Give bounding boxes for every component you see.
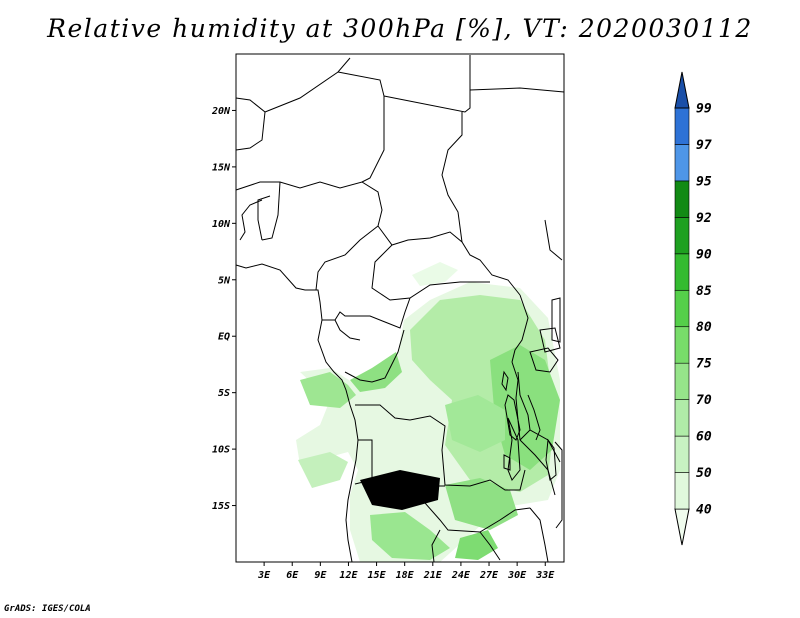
colorbar-swatch — [674, 362, 690, 400]
humidity-area-coast — [350, 352, 402, 392]
lake-victoria — [529, 347, 559, 373]
lat-tick-label: 15S — [212, 501, 230, 512]
colorbar-swatch — [674, 289, 690, 328]
humidity-area-tail — [455, 530, 498, 560]
colorbar-label: 99 — [696, 102, 712, 117]
colorbar: 40 50 60 70 75 80 85 90 92 95 97 99 — [674, 71, 712, 546]
humidity-area-center — [445, 395, 505, 452]
colorbar-swatch — [674, 144, 690, 182]
humidity-area-zambia — [445, 478, 518, 530]
lat-tick-label: 20N — [211, 106, 231, 117]
lon-tick-label: 21E — [423, 570, 443, 581]
lake-kivu — [501, 370, 509, 392]
colorbar-label: 75 — [696, 357, 712, 372]
colorbar-label: 40 — [696, 503, 712, 518]
humidity-area-far-south — [370, 512, 450, 560]
colorbar-label: 95 — [696, 174, 712, 189]
lon-tick-label: 18E — [396, 570, 415, 581]
colorbar-swatch — [674, 472, 690, 510]
colorbar-label: 92 — [696, 211, 712, 226]
coastlines-borders — [235, 55, 565, 563]
colorbar-swatch — [674, 326, 690, 364]
lake-tanganyika — [504, 394, 521, 441]
lat-tick-label: 15N — [212, 162, 231, 173]
colorbar-triangle-high — [674, 71, 690, 109]
colorbar-label: 80 — [696, 320, 712, 335]
lake-mweru — [503, 454, 511, 471]
humidity-area-north-patch — [412, 262, 458, 286]
map-frame — [235, 53, 565, 563]
colorbar-label: 90 — [696, 247, 712, 262]
colorbar-swatch — [674, 435, 690, 473]
lon-tick-label: 27E — [479, 570, 499, 581]
colorbar-label: 50 — [696, 466, 712, 481]
colorbar-label: 85 — [696, 284, 712, 299]
lon-tick-label: 9E — [314, 570, 327, 581]
colorbar-swatch — [674, 253, 690, 291]
colorbar-label: 70 — [696, 393, 712, 408]
lake-malawi — [545, 438, 557, 481]
lat-tick-label: 10S — [212, 445, 230, 456]
lon-tick-label: 3E — [257, 570, 271, 581]
latitude-axis: 20N 15N 10N 5N EQ 5S 10S 15S — [211, 106, 236, 512]
colorbar-swatch — [674, 107, 690, 145]
grads-credit: GrADS: IGES/COLA — [4, 604, 91, 614]
lon-tick-label: 24E — [451, 570, 471, 581]
lat-tick-label: 5S — [218, 388, 230, 399]
lon-tick-label: 15E — [368, 570, 387, 581]
longitude-axis: 3E 6E 9E 12E 15E 18E 21E 24E 27E 30E 33E — [257, 562, 555, 581]
lon-tick-label: 6E — [286, 570, 299, 581]
lat-tick-label: EQ — [218, 332, 230, 343]
lon-tick-label: 12E — [339, 570, 358, 581]
humidity-shading — [296, 262, 560, 562]
colorbar-label: 97 — [696, 138, 712, 153]
humidity-area-angola — [360, 470, 440, 510]
colorbar-swatch — [674, 399, 690, 437]
lat-tick-label: 10N — [212, 219, 231, 230]
map-title: Relative humidity at 300hPa [%], VT: 202… — [47, 14, 753, 43]
lon-tick-label: 30E — [507, 570, 527, 581]
colorbar-swatch — [674, 180, 690, 218]
lon-tick-label: 33E — [535, 570, 555, 581]
colorbar-label: 60 — [696, 430, 712, 445]
colorbar-swatch — [674, 217, 690, 255]
lat-tick-label: 5N — [218, 275, 231, 286]
colorbar-triangle-low — [674, 508, 690, 546]
humidity-area-west-band — [298, 452, 348, 488]
lakes — [501, 347, 559, 481]
